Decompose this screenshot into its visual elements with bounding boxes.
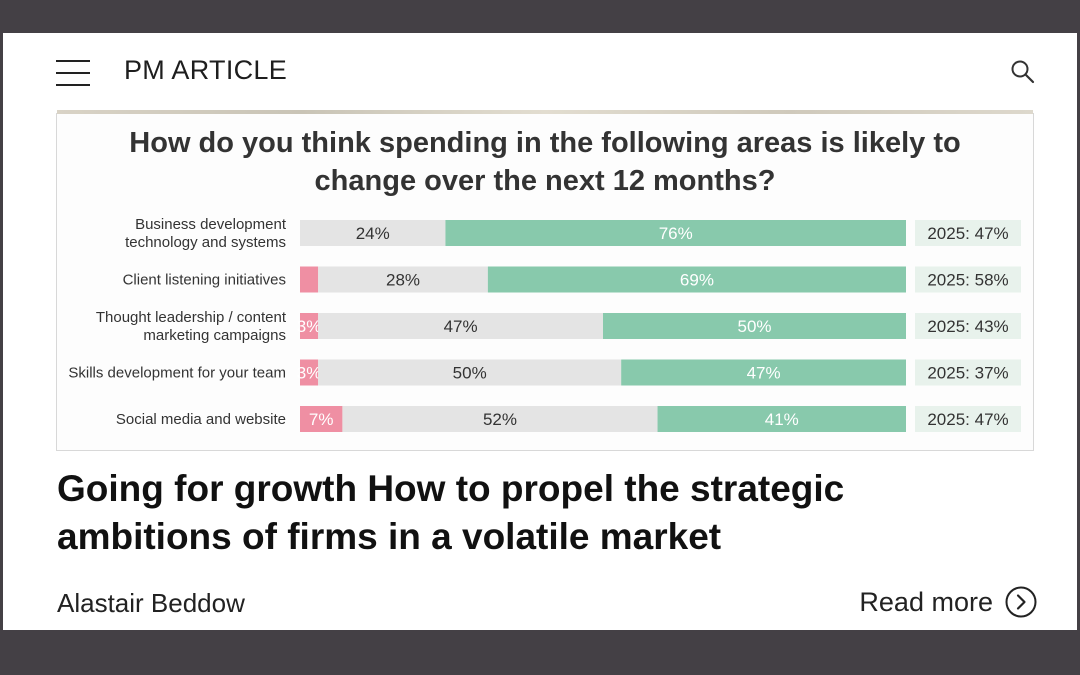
side-label-box [915,266,1021,293]
bar-segment [300,359,319,386]
headline-line: ambitions of firms in a volatile market [57,516,722,557]
read-more-label: Read more [859,586,993,617]
category-label: Social media and website [116,411,286,428]
side-label-box [915,406,1021,432]
data-label: 52% [483,410,517,429]
data-label: 3% [297,317,322,336]
chart-title-line: change over the next 12 months? [314,165,776,197]
bar-segment [300,406,343,432]
data-label: 24% [356,224,390,243]
category-label: technology and systems [125,234,286,251]
data-label: 3% [297,364,322,383]
category-label: Business development [135,216,287,233]
side-label: 2025: 47% [927,410,1008,429]
side-label-box [915,313,1021,339]
category-label: Skills development for your team [68,365,286,382]
side-label: 2025: 58% [927,271,1008,290]
search-icon[interactable] [1010,59,1036,85]
bar-segment [657,406,906,432]
category-label: Client listening initiatives [123,272,286,289]
side-label-box [915,359,1021,386]
article-chart-image[interactable]: How do you think spending in the followi… [56,110,1034,451]
data-label: 47% [747,364,781,383]
side-label-box [915,220,1021,246]
bar-segment [318,359,622,386]
headline-line: Going for growth How to propel the strat… [57,468,845,509]
data-label: 41% [765,410,799,429]
article-headline[interactable]: Going for growth How to propel the strat… [57,465,1017,561]
image-edge [57,110,1033,114]
bar-segment [300,266,319,293]
bar-segment [342,406,658,432]
chart-title-line: How do you think spending in the followi… [129,127,961,159]
bar-segment [300,313,319,339]
hamburger-menu-icon[interactable] [56,60,90,88]
category-label: Thought leadership / content [96,309,287,326]
bar-segment [445,220,906,246]
chart-title: How do you think spending in the followi… [57,124,1033,200]
bar-segment [318,313,603,339]
side-label: 2025: 47% [927,224,1008,243]
chevron-right-circle-icon [1005,586,1037,618]
data-label: 50% [737,317,771,336]
read-more-link[interactable]: Read more [859,584,1037,620]
article-author: Alastair Beddow [57,588,245,618]
data-label: 7% [309,410,334,429]
article-card: PM ARTICLE How do you think spending in … [3,33,1077,630]
bar-segment [300,220,446,246]
site-header: PM ARTICLE [3,33,1077,111]
site-brand[interactable]: PM ARTICLE [124,55,288,85]
data-label: 28% [386,271,420,290]
data-label: 50% [453,364,487,383]
data-label: 76% [659,224,693,243]
data-label: 69% [680,271,714,290]
category-label: marketing campaigns [143,327,286,344]
bar-segment [487,266,906,293]
bar-segment [621,359,906,386]
bar-segment [603,313,906,339]
bar-segment [318,266,488,293]
side-label: 2025: 37% [927,364,1008,383]
side-label: 2025: 43% [927,317,1008,336]
data-label: 47% [444,317,478,336]
